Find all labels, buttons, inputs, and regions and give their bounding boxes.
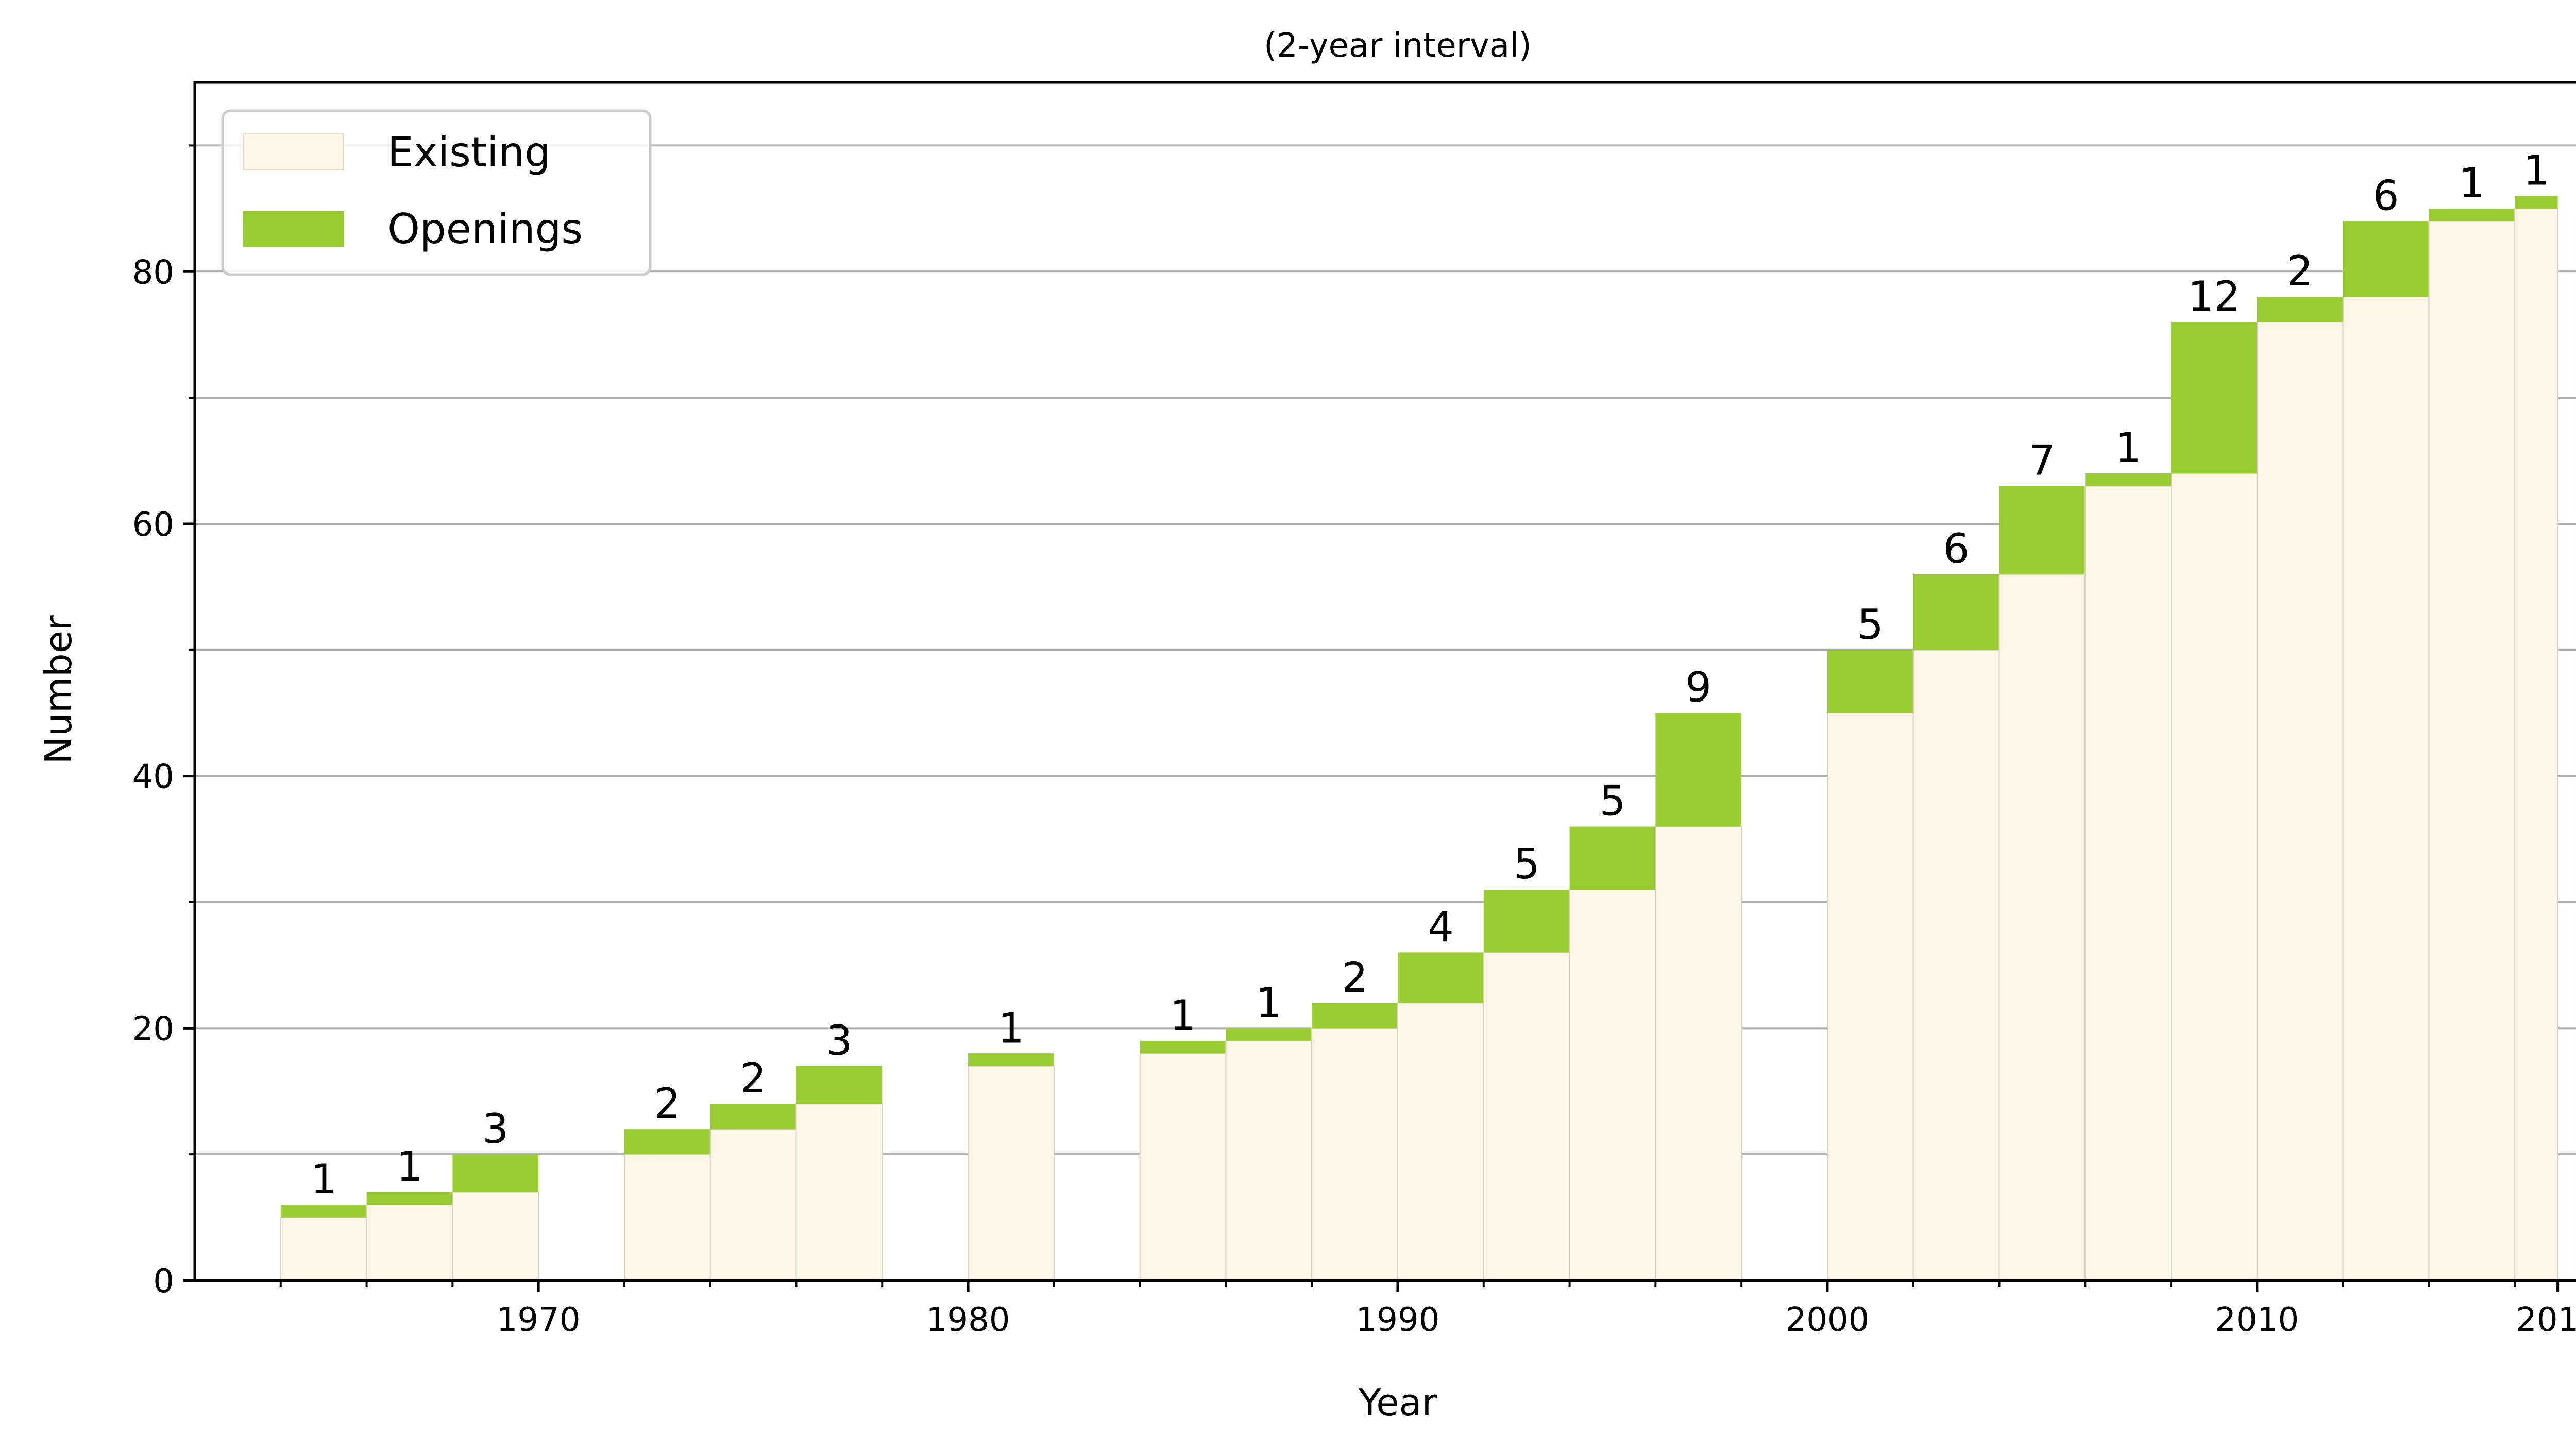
data-label: 1 [397, 1143, 423, 1191]
bar-openings [624, 1129, 710, 1155]
data-label: 2 [740, 1054, 767, 1102]
bar-existing [2084, 485, 2172, 1281]
bar-openings [1483, 889, 1570, 953]
bar-existing [1139, 1053, 1227, 1281]
bar-openings [1827, 650, 1913, 713]
x-tick-label: 1970 [497, 1301, 581, 1339]
x-tick-label: 2017 [2516, 1301, 2576, 1339]
bar-openings [2085, 473, 2172, 486]
y-tick-label: 80 [132, 253, 174, 292]
bar-openings [796, 1066, 883, 1104]
x-tick-label: 1980 [926, 1301, 1010, 1339]
data-label: 5 [1514, 840, 1540, 888]
y-tick-label: 0 [153, 1262, 174, 1301]
legend-swatch-existing [243, 133, 344, 170]
data-label: 5 [1600, 777, 1626, 825]
bar-existing [2428, 220, 2516, 1281]
x-tick-label: 1990 [1356, 1301, 1440, 1339]
chart-title: (2-year interval) [1264, 27, 1532, 65]
bar-openings [1398, 952, 1484, 1003]
bar-existing [280, 1217, 367, 1281]
y-tick-label: 40 [132, 758, 174, 796]
data-label: 7 [2029, 436, 2055, 484]
bar-existing [2256, 321, 2344, 1282]
bar-openings [2343, 221, 2429, 297]
legend-swatch-openings [243, 211, 344, 247]
bar-existing [1483, 952, 1570, 1281]
bar-existing [2342, 296, 2430, 1281]
data-label: 1 [1256, 979, 1282, 1027]
bar-openings [2429, 208, 2515, 221]
bar-existing [1655, 826, 1742, 1282]
bar-existing [1397, 1002, 1484, 1282]
data-label: 1 [2115, 424, 2141, 472]
legend-label-openings: Openings [387, 205, 583, 253]
bar-existing [2514, 208, 2558, 1282]
ticks-layer: 0 20 40 60 80 1970 1980 1990 2000 2010 2017 [132, 144, 2576, 1339]
data-label: 6 [1943, 525, 1970, 573]
bar-openings [2515, 196, 2558, 209]
data-label: 1 [1170, 992, 1196, 1039]
data-label: 1 [2523, 146, 2549, 194]
data-label: 9 [1685, 663, 1711, 711]
bar-openings [968, 1053, 1054, 1066]
y-tick-label: 60 [132, 506, 174, 544]
data-label: 2 [654, 1080, 681, 1128]
bar-existing [366, 1204, 453, 1281]
bar-existing [1912, 649, 2000, 1281]
bar-openings [1312, 1003, 1398, 1029]
bar-existing [2171, 473, 2258, 1281]
bar-existing [1826, 712, 1914, 1281]
bar-existing [968, 1065, 1055, 1281]
data-label: 3 [482, 1105, 509, 1153]
bars-layer [280, 196, 2558, 1282]
y-axis-label: Number [37, 615, 80, 764]
bar-existing [452, 1191, 539, 1282]
bar-existing [1311, 1028, 1399, 1281]
data-label: 2 [1342, 953, 1368, 1001]
legend-label-existing: Existing [387, 128, 551, 176]
bar-openings [1655, 713, 1742, 827]
bar-openings [1999, 486, 2086, 574]
bar-existing [1569, 889, 1656, 1281]
bar-openings [280, 1205, 367, 1218]
data-label: 5 [1857, 601, 1884, 648]
data-label: 3 [826, 1017, 852, 1065]
x-tick-label: 2000 [1785, 1301, 1869, 1339]
bar-existing [795, 1103, 883, 1281]
x-axis-label: Year [1358, 1381, 1437, 1424]
bar-openings [710, 1104, 796, 1130]
bar-openings [366, 1192, 453, 1205]
bar-existing [709, 1129, 797, 1281]
bar-existing [1998, 573, 2086, 1281]
x-tick-label: 2010 [2215, 1301, 2299, 1339]
legend: Existing Openings [221, 109, 652, 276]
bar-existing [1225, 1040, 1313, 1282]
y-tick-label: 20 [132, 1010, 174, 1048]
data-label: 1 [998, 1004, 1024, 1052]
bar-openings [2171, 322, 2257, 474]
data-label: 6 [2373, 172, 2399, 219]
data-label: 12 [2188, 272, 2241, 320]
data-label: 1 [2459, 159, 2485, 207]
bar-openings [1569, 826, 1656, 890]
bar-openings [1226, 1028, 1312, 1041]
bar-openings [452, 1154, 539, 1192]
bar-existing [623, 1154, 711, 1282]
bar-openings [2257, 297, 2343, 322]
data-label: 1 [311, 1155, 337, 1203]
data-label: 4 [1428, 903, 1454, 951]
data-label: 2 [2287, 247, 2313, 295]
bar-openings [1140, 1040, 1226, 1054]
bar-openings [1913, 574, 1999, 650]
